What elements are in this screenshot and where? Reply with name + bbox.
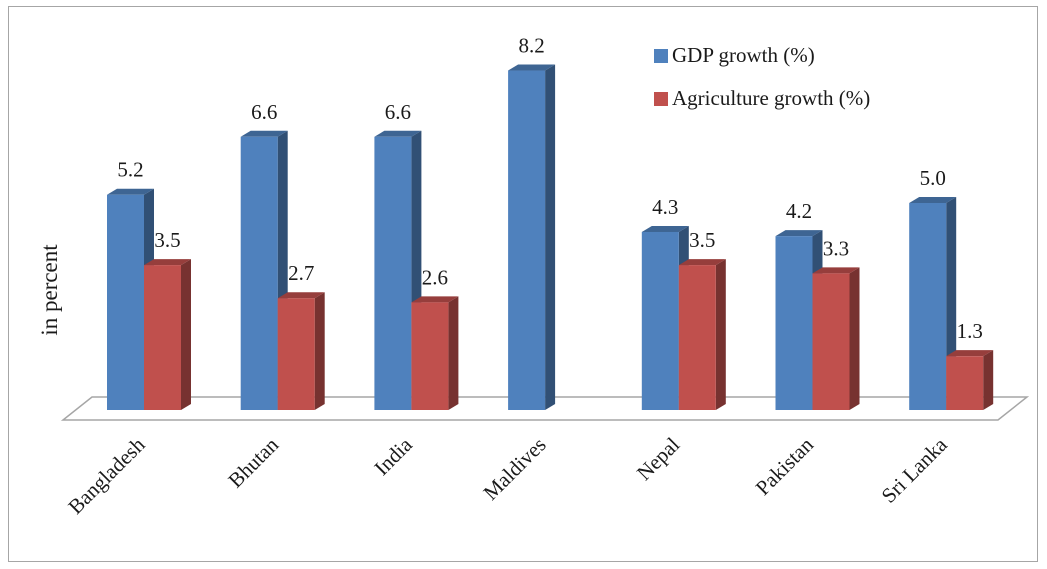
- bar-top: [775, 230, 823, 237]
- bar-gdp-maldives: [508, 64, 556, 411]
- bar-top: [374, 130, 422, 137]
- bar-side: [849, 267, 860, 410]
- bar-agriculture-bhutan: [277, 292, 325, 410]
- x-tick-label: Bangladesh: [63, 432, 150, 519]
- bar-side: [181, 259, 191, 410]
- bar-front: [374, 136, 412, 410]
- bar-gdp-sri-lanka: [909, 197, 957, 410]
- x-tick-label: India: [369, 432, 417, 480]
- data-label: 4.3: [652, 195, 678, 219]
- bar-agriculture-india: [411, 296, 459, 410]
- x-tick-label: Sri Lanka: [877, 432, 953, 508]
- legend-label-gdp: GDP growth (%): [672, 43, 815, 67]
- data-label: 5.2: [117, 158, 143, 182]
- data-label: 6.6: [385, 100, 411, 124]
- x-tick-label: Bhutan: [223, 432, 283, 492]
- data-label: 2.6: [422, 265, 448, 289]
- bar-top: [678, 259, 726, 266]
- y-axis-label: in percent: [37, 244, 62, 336]
- bar-side: [545, 64, 556, 411]
- data-label: 5.0: [920, 166, 946, 190]
- data-label: 1.3: [957, 319, 983, 343]
- bar-agriculture-nepal: [678, 259, 726, 410]
- data-label: 2.7: [288, 261, 314, 285]
- data-label: 8.2: [518, 34, 544, 58]
- bar-front: [812, 273, 850, 410]
- bar-agriculture-pakistan: [812, 267, 860, 410]
- bar-front: [277, 298, 315, 410]
- legend-swatch-gdp: [654, 49, 668, 63]
- data-label: 6.6: [251, 100, 277, 124]
- bar-top: [641, 225, 689, 232]
- bar-front: [641, 231, 679, 410]
- bar-top: [277, 292, 325, 299]
- bar-front: [775, 236, 813, 410]
- bar-agriculture-bangladesh: [144, 259, 191, 410]
- bar-side: [715, 259, 726, 410]
- bar-top: [508, 64, 556, 71]
- x-tick-label: Pakistan: [751, 432, 819, 500]
- bar-front: [909, 203, 947, 410]
- x-tick-label: Maldives: [478, 433, 550, 505]
- bar-top: [107, 188, 154, 195]
- bar-front: [107, 194, 144, 410]
- legend-label-agriculture: Agriculture growth (%): [672, 86, 870, 110]
- bar-top: [411, 296, 459, 303]
- legend: GDP growth (%) Agriculture growth (%): [654, 43, 870, 110]
- bar-side: [983, 350, 994, 410]
- bar-top: [144, 259, 191, 266]
- x-tick-label: Nepal: [632, 432, 685, 485]
- bar-side: [448, 296, 459, 410]
- bar-front: [946, 356, 984, 410]
- bar-front: [508, 70, 546, 411]
- bar-side: [314, 292, 325, 410]
- bar-front: [411, 302, 449, 410]
- data-label: 3.5: [154, 228, 180, 252]
- bar-front: [240, 136, 278, 410]
- legend-swatch-agriculture: [654, 92, 668, 106]
- bar-front: [144, 265, 181, 410]
- bar-front: [678, 265, 716, 410]
- data-label: 3.5: [689, 228, 715, 252]
- data-label: 3.3: [823, 236, 849, 260]
- bar-top: [946, 350, 994, 357]
- bar-agriculture-sri-lanka: [946, 350, 994, 410]
- bar-top: [240, 130, 288, 137]
- bar-top: [909, 197, 957, 203]
- data-label: 4.2: [786, 199, 812, 223]
- bar-top: [812, 267, 860, 274]
